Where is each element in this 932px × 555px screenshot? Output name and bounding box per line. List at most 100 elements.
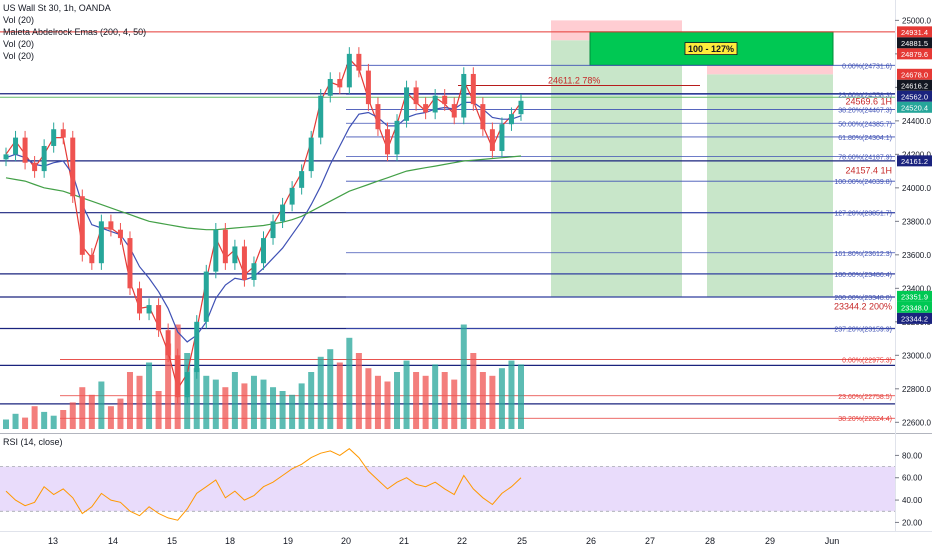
ema-line	[5, 155, 522, 231]
volume-bar	[479, 372, 486, 429]
price-badge	[897, 155, 932, 167]
candle-body	[127, 238, 133, 289]
time-axis[interactable]: 13 14 15 18 19 20 21 22 25 26 27 28 29 Jun	[48, 536, 839, 546]
fib-label: 161.80%(23612.3)	[834, 251, 892, 258]
candle-body	[137, 288, 143, 314]
price-badge-text: 24520.4	[901, 103, 928, 112]
volume-bar	[298, 383, 305, 429]
fib-label-red: 0.00%(22975.3)	[842, 357, 892, 364]
candle-body	[241, 246, 247, 280]
time-tick-label: 27	[645, 536, 655, 546]
candle-body	[413, 87, 419, 105]
position-zones: 100 - 127%	[551, 20, 834, 298]
volume-bar	[165, 343, 172, 429]
volume-bar	[117, 398, 124, 429]
price-badge	[897, 301, 932, 313]
time-tick-label: 21	[399, 536, 409, 546]
candle-body	[60, 129, 66, 138]
candle-body	[280, 204, 286, 222]
candle-body	[13, 137, 19, 155]
candle-body	[327, 78, 333, 96]
candle-body	[451, 104, 457, 118]
volume-bar	[336, 362, 343, 429]
volume-bar	[3, 419, 9, 429]
rsi-tick-label: 80.00	[902, 451, 923, 460]
time-tick-label: 15	[167, 536, 177, 546]
candle-body	[384, 129, 390, 155]
time-tick-label: 14	[108, 536, 118, 546]
label-1h-lower: 24157.4 1H	[845, 165, 892, 175]
rsi-tick-label: 40.00	[902, 496, 923, 505]
candle-body	[117, 229, 123, 239]
volume-bar	[60, 410, 67, 429]
candle-body	[213, 229, 219, 272]
candle-body	[508, 114, 514, 125]
time-tick-label: 20	[341, 536, 351, 546]
volume-bar	[441, 372, 448, 429]
volume-bar	[317, 356, 324, 429]
candle-body	[299, 171, 305, 188]
volume-bar	[270, 387, 277, 429]
volume-bar	[413, 372, 420, 429]
volume-bar	[327, 349, 334, 429]
price-badge-text: 23348.0	[901, 303, 928, 312]
volume-bar	[146, 362, 153, 429]
candle-body	[165, 330, 171, 356]
volume-bar	[41, 411, 48, 429]
candle-body	[261, 238, 266, 264]
fib-label: 0.00%(24731.6)	[842, 63, 892, 70]
price-tick-label: 24200.0	[902, 150, 931, 159]
time-tick-label: 18	[225, 536, 235, 546]
volume-bar	[279, 391, 286, 429]
rsi-pane: 20.00 40.00 60.00 80.00	[0, 448, 923, 527]
candle-body	[365, 70, 371, 105]
price-badge	[897, 290, 932, 302]
price-badge-text: 24161.2	[901, 157, 928, 166]
price-badge	[897, 37, 932, 49]
candle-body	[356, 53, 362, 71]
fib-label: 50.00%(24385.7)	[838, 121, 892, 128]
candle-body	[480, 104, 486, 130]
candle-body	[308, 137, 314, 172]
legend-vol-1: Vol (20)	[3, 15, 35, 25]
fib-label-red: 38.20%(22624.4)	[838, 416, 892, 423]
volume-bar	[308, 372, 315, 429]
rsi-tick-label: 60.00	[902, 474, 923, 483]
volume-bar	[518, 364, 524, 429]
target-label: 100 - 127%	[688, 44, 734, 54]
fib-label: 38.20%(24467.3)	[838, 108, 892, 115]
candle-body	[442, 95, 448, 105]
candle-body	[146, 305, 152, 314]
time-tick-label: Jun	[825, 536, 840, 546]
time-tick-label: 22	[457, 536, 467, 546]
volume-bar	[88, 394, 95, 429]
candle-body	[3, 154, 9, 160]
volume-bar	[126, 372, 133, 429]
candle-body	[346, 53, 352, 88]
volume-bar	[98, 381, 105, 429]
price-badge-text: 24678.0	[901, 70, 928, 79]
volume-bar	[155, 391, 162, 429]
volume-bar	[231, 372, 238, 429]
fib-label-red: 23.60%(22758.5)	[838, 394, 892, 401]
candle-body	[70, 137, 76, 197]
candle-body	[79, 196, 85, 255]
legend-title: US Wall St 30, 1h, OANDA	[3, 3, 111, 13]
target-label-box	[684, 42, 738, 55]
price-badge	[897, 26, 932, 38]
fibonacci-levels: 0.00%(24731.6) 23.60%(24558.3) 38.20%(2446…	[60, 63, 895, 423]
volume-bar	[250, 375, 257, 429]
long-zone-2	[707, 74, 833, 298]
candle-body	[432, 95, 438, 113]
price-tick-label: 23400.0	[902, 284, 931, 293]
rsi-tick-label: 20.00	[902, 518, 923, 527]
fib-label: 78.60%(24187.9)	[838, 154, 892, 161]
legend-vol-3: Vol (20)	[3, 51, 35, 61]
candle-body	[156, 305, 162, 331]
candle-body	[270, 221, 276, 239]
fib-label: 23.60%(24558.3)	[838, 92, 892, 99]
candle-body	[32, 162, 38, 172]
volume-bar	[241, 383, 248, 429]
price-badges: 24931.4 24881.5 24879.6 24678.0 24616.2 24562…	[897, 26, 932, 324]
